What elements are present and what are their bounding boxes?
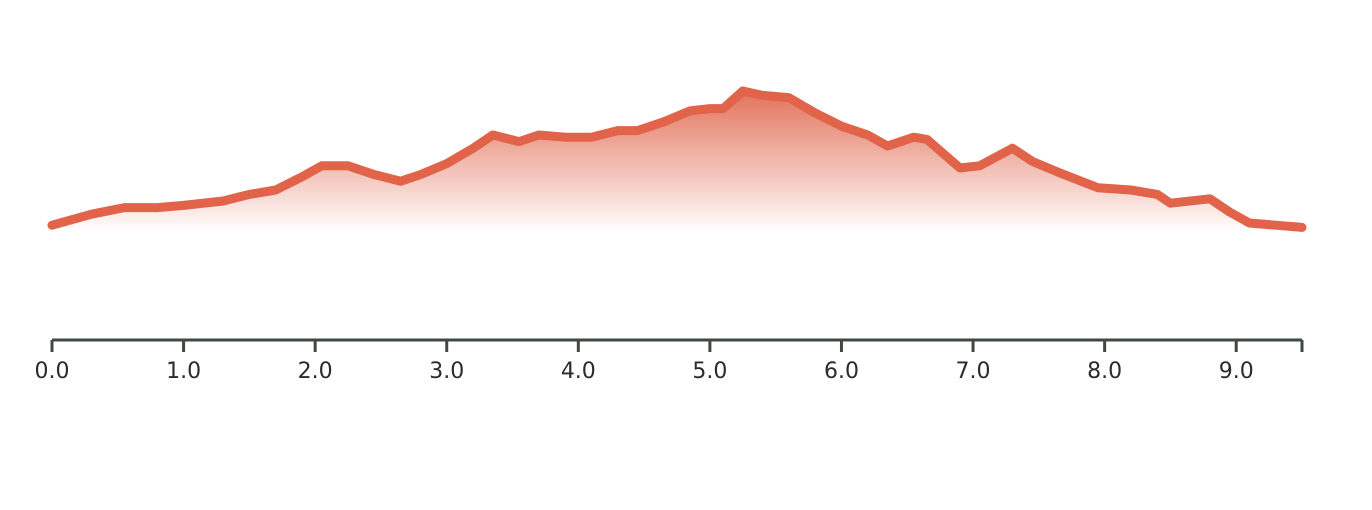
x-tick-label: 3.0 — [429, 359, 464, 384]
x-tick-label: 1.0 — [166, 359, 201, 384]
x-tick-label: 9.0 — [1219, 359, 1254, 384]
area-fill — [52, 91, 1302, 280]
x-tick-label: 4.0 — [561, 359, 596, 384]
x-tick-label: 2.0 — [298, 359, 333, 384]
x-tick-label: 0.0 — [35, 359, 70, 384]
line — [47, 86, 1307, 232]
x-tick-label: 7.0 — [956, 359, 991, 384]
x-tick-label: 5.0 — [692, 359, 727, 384]
x-tick-label: 8.0 — [1087, 359, 1122, 384]
x-tick-label: 6.0 — [824, 359, 859, 384]
